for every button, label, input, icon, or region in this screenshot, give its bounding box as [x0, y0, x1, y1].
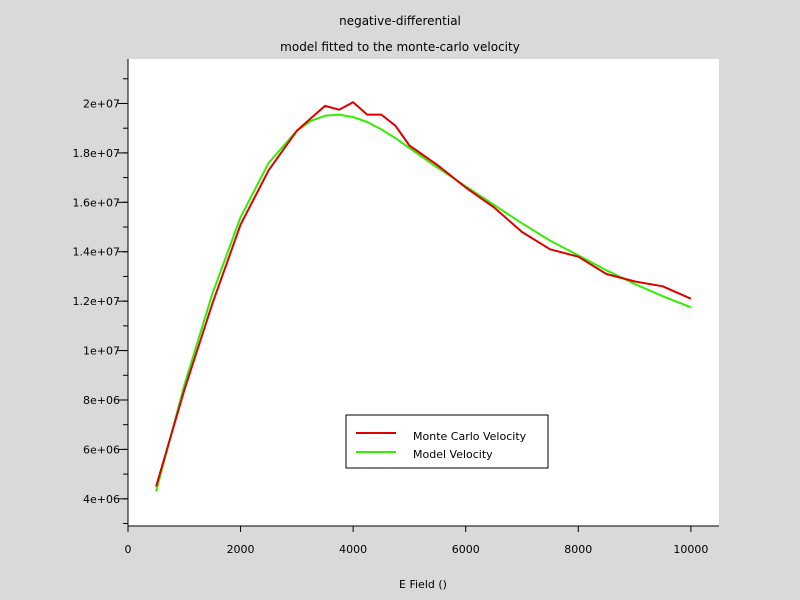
- y-tick-label: 2e+07: [83, 97, 120, 110]
- y-tick-label: 1.2e+07: [73, 295, 120, 308]
- x-tick-label: 8000: [564, 543, 592, 556]
- series-line-monte-carlo: [155, 101, 692, 487]
- y-tick-label: 1.8e+07: [73, 147, 120, 160]
- x-tick-label: 2000: [227, 543, 255, 556]
- x-tick-label: 6000: [452, 543, 480, 556]
- x-axis-label: E Field (): [399, 578, 447, 591]
- y-tick-label: 1.4e+07: [73, 246, 120, 259]
- y-tick-label: 4e+06: [83, 493, 120, 506]
- x-tick-label: 0: [125, 543, 132, 556]
- y-tick-label: 6e+06: [83, 443, 120, 456]
- series-group: [155, 101, 692, 492]
- legend: Monte Carlo Velocity Model Velocity: [345, 414, 549, 469]
- chart-title: negative-differential: [339, 14, 461, 28]
- y-tick-label: 1e+07: [83, 345, 120, 358]
- x-axis: 0 2000 4000 6000 8000 10000: [125, 525, 719, 556]
- y-tick-label: 8e+06: [83, 394, 120, 407]
- y-tick-label: 1.6e+07: [73, 196, 120, 209]
- legend-label-model: Model Velocity: [413, 448, 493, 461]
- x-tick-label: 4000: [339, 543, 367, 556]
- legend-label-monte-carlo: Monte Carlo Velocity: [413, 430, 527, 443]
- y-axis: 4e+06 6e+06 8e+06 1e+07 1.2e+07 1.4e+07 1.6e+0…: [73, 59, 129, 526]
- legend-box: [345, 414, 549, 469]
- chart-subtitle: model fitted to the monte-carlo velocity: [280, 40, 520, 54]
- series-line-model: [155, 113, 692, 492]
- x-tick-label: 10000: [673, 543, 708, 556]
